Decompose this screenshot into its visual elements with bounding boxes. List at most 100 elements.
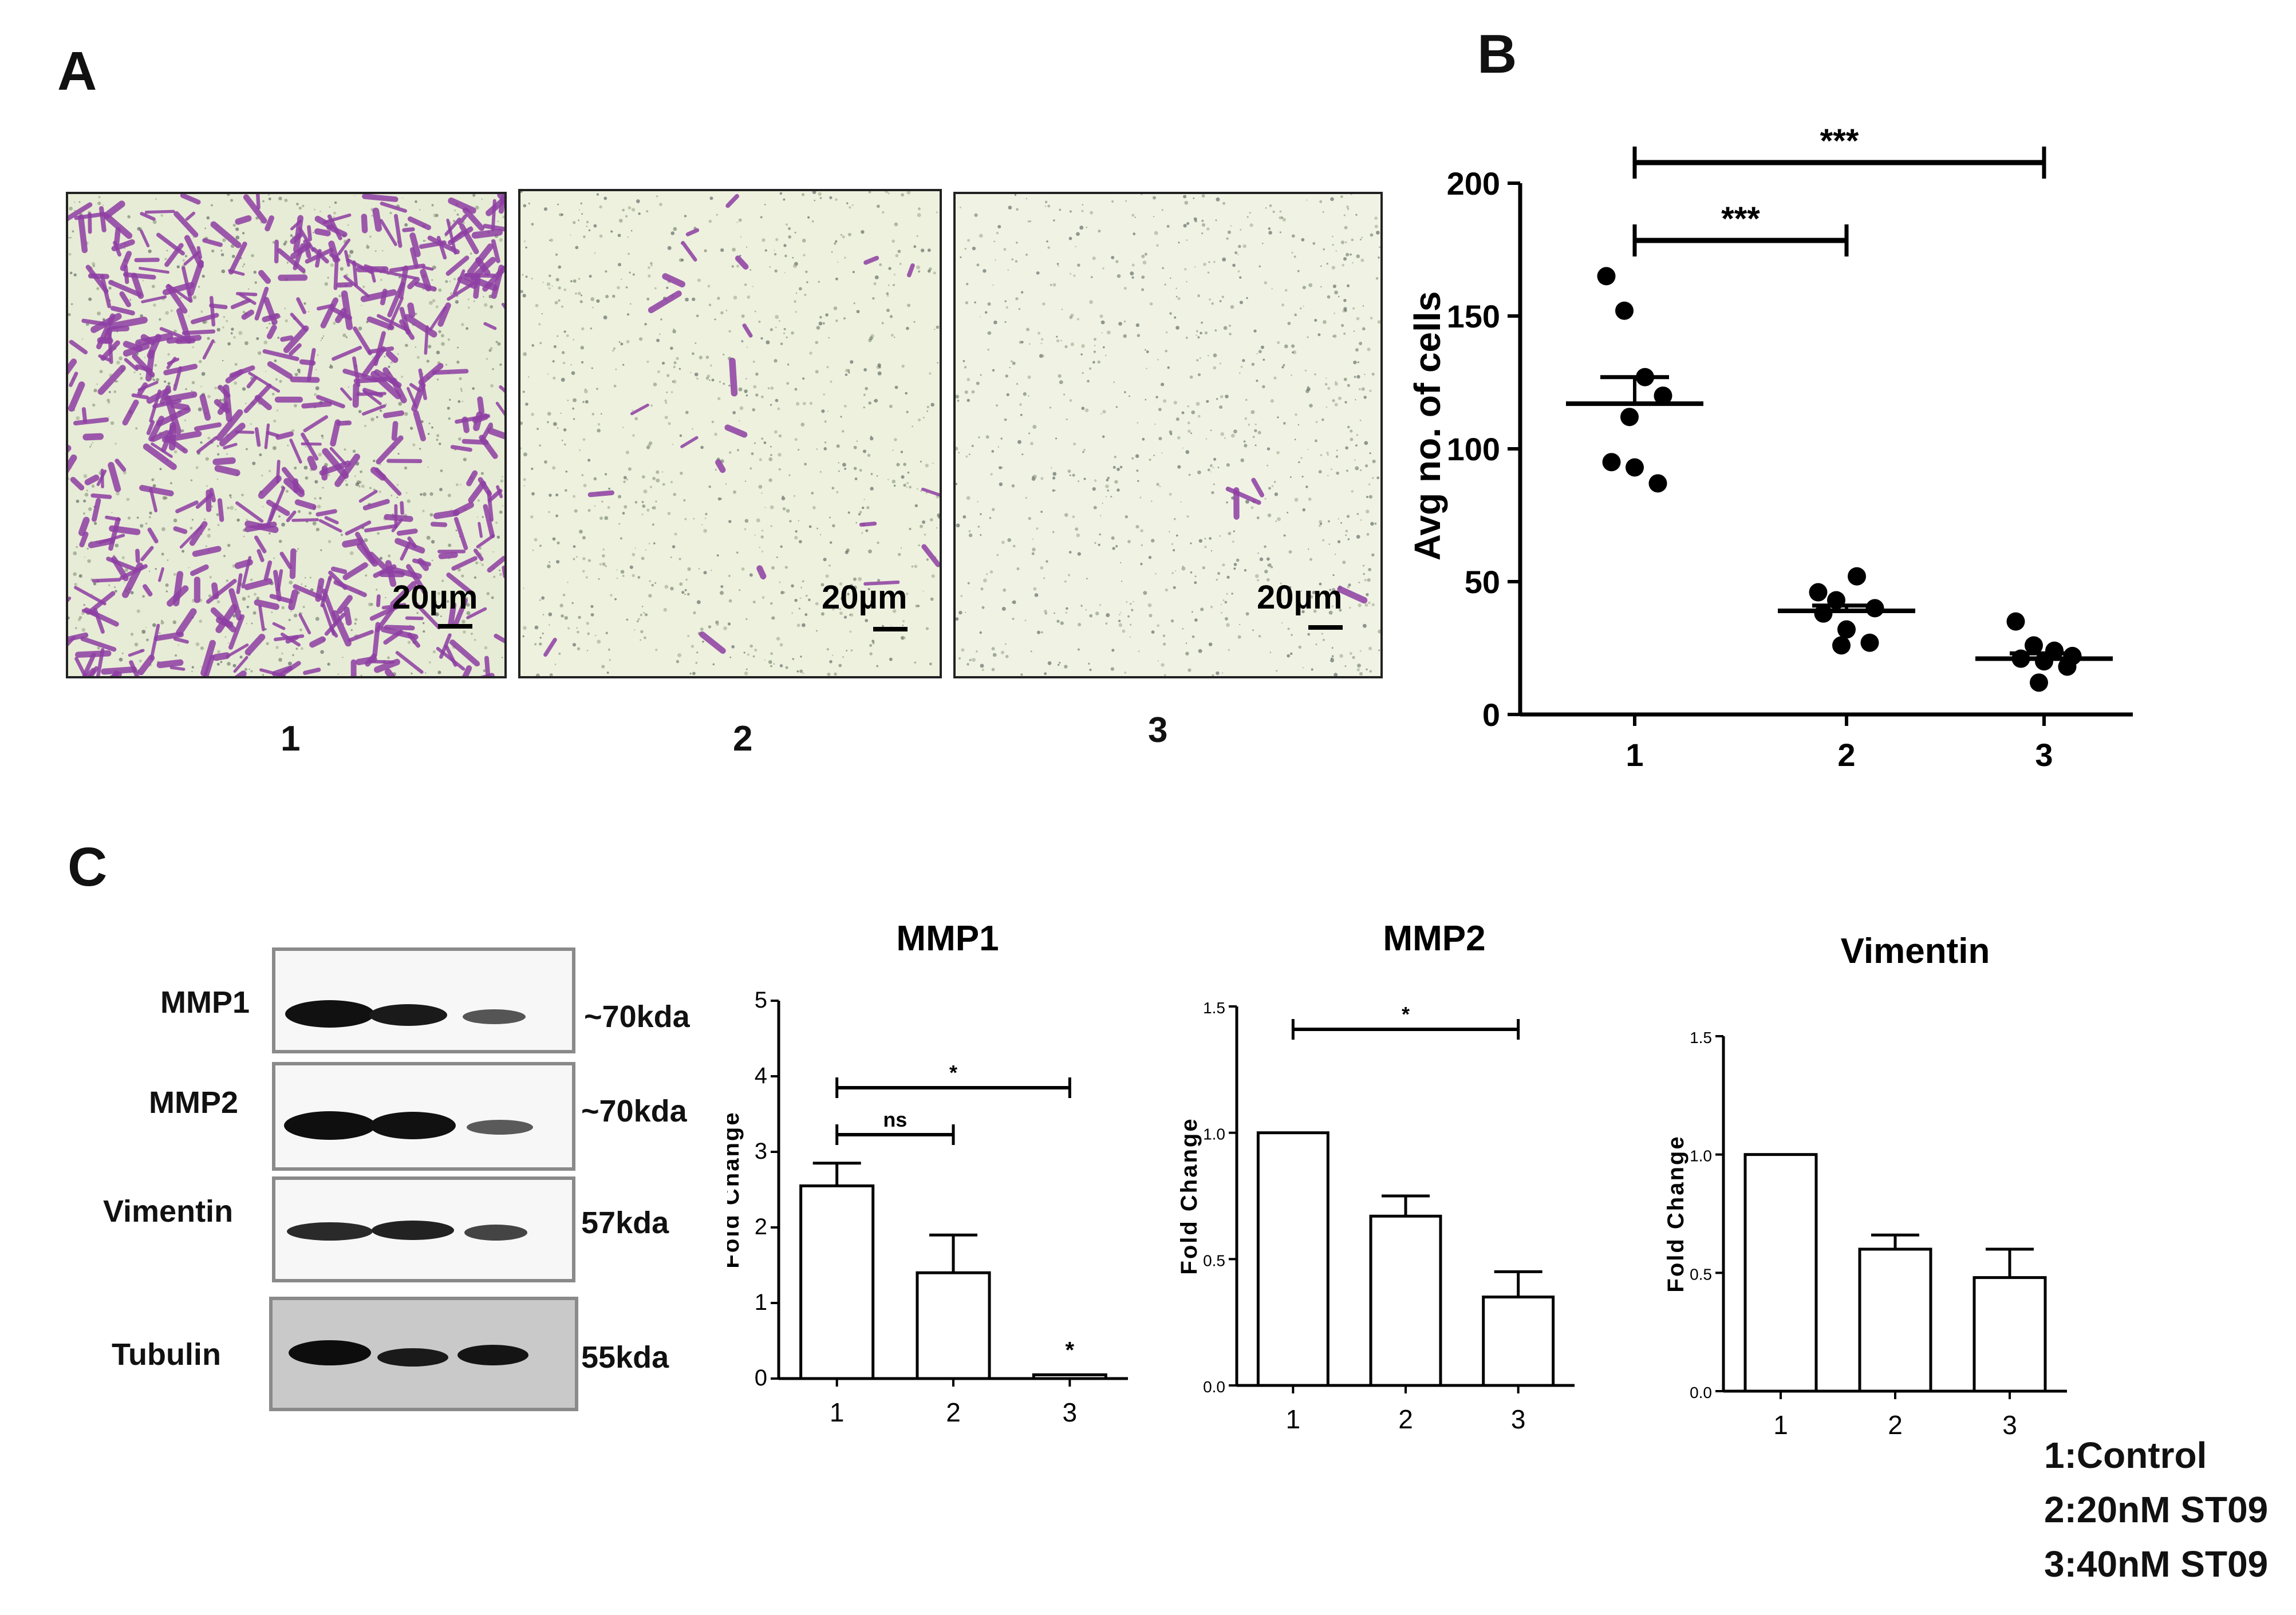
- blot-bands-mmp2: [284, 1111, 533, 1140]
- texture-speck: [799, 669, 803, 673]
- texture-speck: [1212, 674, 1214, 676]
- texture-speck: [934, 329, 936, 330]
- texture-speck: [869, 336, 873, 341]
- texture-speck: [287, 444, 289, 447]
- texture-speck: [525, 402, 528, 406]
- texture-speck: [1223, 326, 1228, 330]
- texture-speck: [1135, 454, 1139, 458]
- stained-cell: [152, 398, 182, 409]
- texture-speck: [764, 660, 766, 661]
- texture-speck: [1175, 534, 1178, 537]
- y-tick-label: 1.0: [1203, 1126, 1225, 1143]
- texture-speck: [322, 487, 324, 489]
- texture-speck: [798, 287, 802, 291]
- texture-speck: [250, 670, 253, 673]
- texture-speck: [248, 288, 250, 290]
- texture-speck: [576, 627, 578, 629]
- texture-speck: [1301, 475, 1304, 478]
- texture-speck: [691, 645, 695, 648]
- texture-speck: [579, 449, 581, 451]
- texture-speck: [1102, 346, 1105, 349]
- scale-bar-2: [873, 627, 908, 631]
- texture-speck: [539, 637, 542, 639]
- texture-speck: [170, 309, 173, 312]
- stained-cell: [334, 453, 361, 487]
- stained-cell: [353, 326, 372, 356]
- texture-speck: [1332, 657, 1334, 659]
- texture-speck: [820, 583, 824, 587]
- texture-speck: [235, 509, 236, 511]
- stained-cell: [68, 381, 85, 412]
- texture-speck: [146, 638, 149, 642]
- texture-speck: [523, 626, 527, 630]
- texture-speck: [873, 282, 877, 286]
- texture-speck: [1364, 374, 1366, 376]
- stained-cell: [199, 394, 211, 421]
- texture-speck: [848, 232, 851, 236]
- texture-speck: [205, 457, 209, 461]
- texture-speck: [646, 360, 649, 363]
- texture-speck: [869, 644, 873, 647]
- texture-speck: [1213, 483, 1216, 485]
- texture-speck: [455, 300, 459, 304]
- stained-cell: [414, 602, 441, 630]
- texture-speck: [739, 420, 740, 422]
- texture-speck: [585, 576, 588, 579]
- texture-speck: [1216, 671, 1220, 676]
- texture-speck: [266, 642, 269, 645]
- texture-speck: [1209, 464, 1213, 467]
- texture-speck: [449, 398, 451, 401]
- stained-cell: [437, 302, 451, 327]
- texture-speck: [826, 648, 829, 651]
- texture-speck: [1187, 421, 1190, 425]
- texture-speck: [989, 516, 992, 519]
- texture-speck: [1004, 300, 1007, 303]
- texture-speck: [1078, 480, 1080, 483]
- texture-speck: [74, 210, 76, 212]
- texture-speck: [773, 663, 775, 665]
- texture-speck: [341, 534, 343, 536]
- texture-speck: [459, 377, 462, 381]
- texture-speck: [780, 342, 783, 345]
- texture-speck: [1243, 440, 1246, 443]
- texture-speck: [1157, 660, 1159, 662]
- stained-cell: [147, 527, 159, 544]
- texture-speck: [816, 448, 818, 450]
- stained-cell: [407, 216, 431, 230]
- stained-cell: [202, 238, 223, 247]
- stained-cell: [96, 647, 105, 676]
- texture-speck: [575, 246, 579, 250]
- texture-speck: [708, 219, 712, 223]
- texture-speck: [918, 544, 920, 547]
- texture-speck: [191, 666, 194, 669]
- texture-speck: [854, 477, 858, 480]
- stained-cell: [501, 302, 504, 309]
- texture-speck: [573, 221, 576, 224]
- micrograph-lane-1: 1: [281, 719, 301, 759]
- texture-speck: [601, 500, 603, 503]
- texture-speck: [664, 585, 669, 589]
- texture-speck: [1289, 652, 1293, 656]
- texture-speck: [695, 342, 697, 344]
- stained-cell: [264, 423, 270, 449]
- texture-speck: [1297, 424, 1300, 426]
- texture-speck: [1204, 537, 1206, 540]
- texture-speck: [1372, 459, 1376, 463]
- stained-cell: [206, 579, 237, 604]
- texture-speck: [1375, 231, 1380, 235]
- texture-speck: [1267, 464, 1269, 467]
- texture-speck: [313, 208, 315, 211]
- texture-speck: [654, 582, 657, 584]
- texture-speck: [770, 652, 773, 656]
- texture-speck: [647, 266, 650, 269]
- texture-speck: [1144, 252, 1147, 256]
- texture-speck: [1198, 649, 1202, 653]
- texture-speck: [652, 476, 656, 480]
- texture-speck: [1332, 335, 1334, 337]
- texture-speck: [1130, 623, 1132, 626]
- texture-speck: [214, 341, 216, 343]
- bar: [1032, 1373, 1107, 1380]
- texture-speck: [1001, 607, 1006, 611]
- texture-speck: [190, 527, 193, 530]
- texture-speck: [206, 485, 208, 487]
